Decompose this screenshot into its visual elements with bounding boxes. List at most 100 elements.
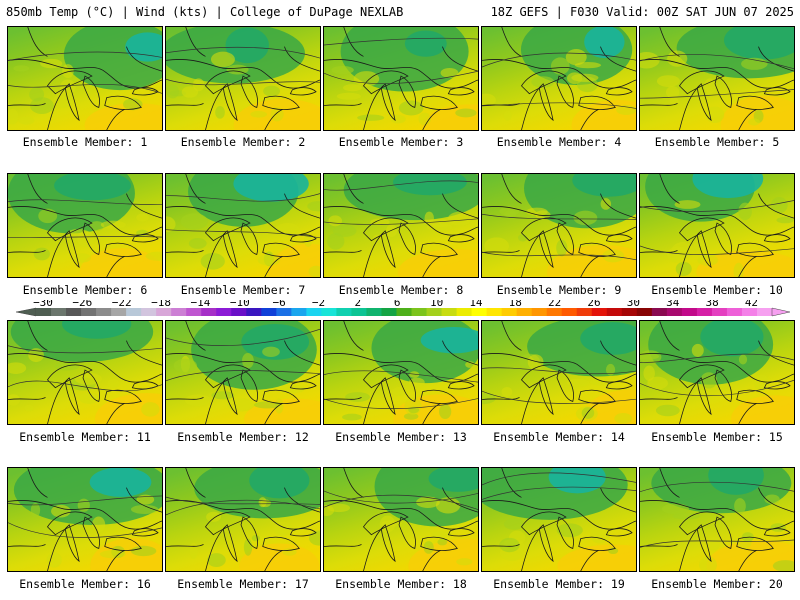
ensemble-map-panel — [165, 173, 321, 278]
colorbar-swatch — [666, 308, 683, 316]
colorbar-tick-label: 34 — [666, 300, 680, 309]
colorbar-swatch — [486, 308, 503, 316]
ensemble-map-panel — [639, 173, 795, 278]
ensemble-member-label: Ensemble Member: 10 — [651, 283, 783, 297]
ensemble-member-label: Ensemble Member: 18 — [335, 577, 467, 591]
colorbar-tick-label: −6 — [273, 300, 286, 309]
colorbar-tick-label: 42 — [745, 300, 758, 309]
temperature-field-map — [482, 321, 636, 424]
colorbar-swatch — [66, 308, 82, 316]
temperature-field-map — [640, 468, 794, 571]
ensemble-member-label: Ensemble Member: 2 — [180, 135, 306, 149]
colorbar-tick-label: −26 — [72, 300, 92, 309]
ensemble-map-panel — [165, 467, 321, 572]
ensemble-map-panel — [481, 467, 637, 572]
ensemble-member-label: Ensemble Member: 20 — [651, 577, 783, 591]
colorbar-swatch — [336, 308, 352, 316]
ensemble-member-label: Ensemble Member: 15 — [651, 430, 783, 444]
temperature-field-map — [166, 174, 320, 277]
colorbar-tick-label: −10 — [230, 300, 250, 309]
colorbar-tick-label: 18 — [509, 300, 522, 309]
ensemble-map-panel — [7, 320, 163, 425]
colorbar-swatch — [576, 308, 593, 316]
colorbar-tick-label: 26 — [587, 300, 600, 309]
colorbar-swatch — [126, 308, 142, 316]
ensemble-member-label: Ensemble Member: 4 — [496, 135, 622, 149]
temperature-field-map — [166, 321, 320, 424]
temperature-field-map — [8, 27, 162, 130]
colorbar-swatch — [246, 308, 262, 316]
colorbar-swatch — [81, 308, 97, 316]
colorbar-tick-label: −2 — [312, 300, 325, 309]
colorbar-swatch — [621, 308, 638, 316]
ensemble-map-panel — [165, 320, 321, 425]
colorbar-swatch — [471, 308, 488, 316]
ensemble-map-panel — [481, 26, 637, 131]
colorbar-swatch — [351, 308, 367, 316]
ensemble-map-panel — [323, 26, 479, 131]
colorbar-tick-label: 22 — [548, 300, 561, 309]
ensemble-member-label: Ensemble Member: 12 — [177, 430, 309, 444]
colorbar-swatch — [306, 308, 322, 316]
ensemble-member-label: Ensemble Member: 7 — [180, 283, 306, 297]
ensemble-member-label: Ensemble Member: 5 — [654, 135, 780, 149]
temperature-field-map — [640, 174, 794, 277]
temperature-field-map — [324, 321, 478, 424]
colorbar-tick-label: −22 — [112, 300, 132, 309]
colorbar-swatch — [261, 308, 277, 316]
ensemble-map-panel — [481, 320, 637, 425]
temperature-field-map — [482, 468, 636, 571]
temperature-field-map — [482, 174, 636, 277]
colorbar-swatch — [501, 308, 518, 316]
ensemble-member-label: Ensemble Member: 13 — [335, 430, 467, 444]
temperature-field-map — [166, 468, 320, 571]
ensemble-map-panel — [7, 173, 163, 278]
colorbar-tick-label: 6 — [394, 300, 401, 309]
colorbar-swatch — [366, 308, 382, 316]
colorbar-tick-label: −30 — [33, 300, 53, 309]
colorbar-swatch — [456, 308, 473, 316]
ensemble-member-label: Ensemble Member: 16 — [19, 577, 151, 591]
colorbar-swatch — [321, 308, 337, 316]
ensemble-member-label: Ensemble Member: 14 — [493, 430, 625, 444]
colorbar-min-arrow — [15, 307, 37, 317]
temperature-field-map — [640, 27, 794, 130]
colorbar-swatch — [51, 308, 67, 316]
temperature-field-map — [324, 468, 478, 571]
colorbar-swatch — [636, 308, 653, 316]
colorbar-swatch — [561, 308, 578, 316]
colorbar-swatch — [696, 308, 713, 316]
ensemble-member-label: Ensemble Member: 8 — [338, 283, 464, 297]
colorbar-swatch — [291, 308, 307, 316]
colorbar-swatch — [651, 308, 668, 316]
temperature-field-map — [324, 174, 478, 277]
ensemble-map-panel — [639, 467, 795, 572]
colorbar-swatch — [381, 308, 397, 316]
colorbar-swatch — [411, 308, 428, 316]
colorbar-swatch — [531, 308, 548, 316]
temperature-field-map — [8, 468, 162, 571]
temperature-field-map — [8, 174, 162, 277]
colorbar-swatch — [591, 308, 608, 316]
ensemble-map-panel — [165, 26, 321, 131]
colorbar-tick-label: 14 — [469, 300, 483, 309]
colorbar-swatch — [396, 308, 413, 316]
colorbar-max-arrow — [771, 307, 791, 317]
colorbar-swatch — [186, 308, 202, 316]
colorbar-tick-label: 38 — [705, 300, 718, 309]
temperature-field-map — [640, 321, 794, 424]
colorbar-tick-label: 30 — [627, 300, 640, 309]
ensemble-member-label: Ensemble Member: 6 — [22, 283, 148, 297]
ensemble-member-label: Ensemble Member: 17 — [177, 577, 309, 591]
ensemble-member-label: Ensemble Member: 9 — [496, 283, 622, 297]
ensemble-map-panel — [7, 467, 163, 572]
ensemble-map-panel — [481, 173, 637, 278]
ensemble-map-panel — [323, 467, 479, 572]
colorbar-swatch — [36, 308, 52, 316]
colorbar-swatch — [516, 308, 533, 316]
colorbar-swatch — [756, 308, 773, 316]
colorbar-swatch — [426, 308, 443, 316]
colorbar-swatch — [111, 308, 127, 316]
colorbar-tick-label: 2 — [355, 300, 362, 309]
ensemble-map-panel — [639, 320, 795, 425]
